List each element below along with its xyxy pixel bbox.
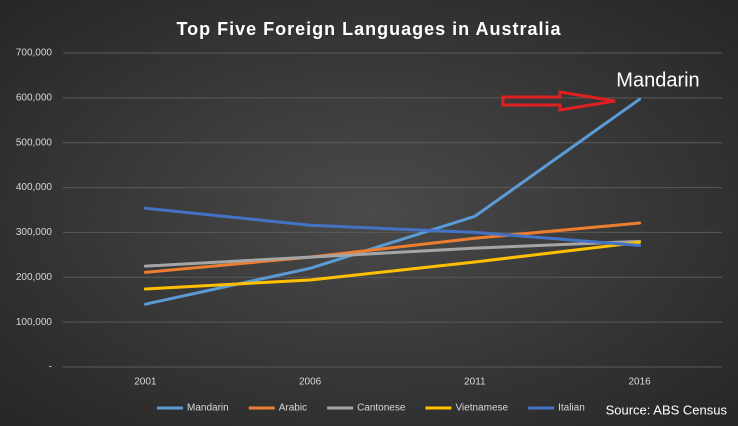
x-tick-label: 2011 (464, 377, 486, 388)
chart-title: Top Five Foreign Languages in Australia (176, 19, 561, 39)
annotation: Mandarin (616, 69, 699, 91)
series-line (143, 97, 642, 306)
legend: Mandarin Arabic Cantonese Vietnamese Italian (157, 403, 585, 414)
arrow (501, 90, 616, 112)
y-tick-label: 500,000 (16, 137, 53, 148)
source: Source: ABS Census (606, 402, 728, 417)
legend-label: Vietnamese (455, 403, 508, 414)
legend-label: Arabic (279, 403, 307, 414)
x-tick-label: 2016 (629, 377, 652, 388)
y-tick-label: 200,000 (16, 272, 53, 283)
legend-label: Italian (558, 403, 585, 414)
y-tick-label: 300,000 (16, 227, 53, 238)
plot (143, 97, 642, 306)
y-tick-label: 700,000 (16, 48, 53, 59)
x-tick-label: 2001 (134, 377, 157, 388)
y-tick-label: 100,000 (16, 317, 53, 328)
series-line (143, 206, 642, 247)
x-tick-label: 2006 (299, 377, 322, 388)
y-tick-label: 600,000 (16, 92, 53, 103)
series-line (143, 239, 642, 268)
grid: - 100,000 200,000 300,000 400,000 500,000 600,… (16, 48, 722, 388)
legend-label: Mandarin (187, 403, 229, 414)
legend-label: Cantonese (357, 403, 406, 414)
series-line (143, 221, 642, 274)
y-tick-label: 400,000 (16, 182, 53, 193)
series-line (143, 240, 642, 291)
y-tick-label: - (49, 362, 52, 373)
